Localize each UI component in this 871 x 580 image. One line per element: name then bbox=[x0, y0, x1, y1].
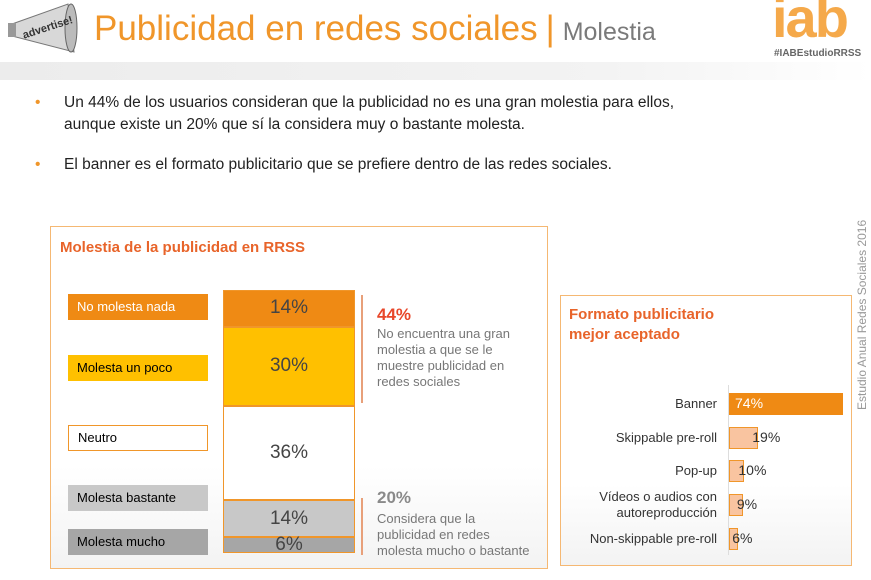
title-text: Publicidad en redes sociales bbox=[94, 9, 538, 48]
bullet-text: Un 44% de los usuarios consideran que la… bbox=[64, 94, 675, 111]
header-band bbox=[0, 62, 871, 80]
annotation-20-text: Considera que la publicidad en redes moles… bbox=[377, 511, 530, 558]
bar-segment: 14% bbox=[223, 500, 355, 538]
page-subtitle: Molestia bbox=[562, 18, 656, 46]
bar-segment: 14% bbox=[223, 290, 355, 327]
bar bbox=[729, 460, 745, 482]
bar-segment: 36% bbox=[223, 405, 355, 501]
bar-value-label: 6% bbox=[732, 530, 753, 546]
legend-label: No molesta nada bbox=[68, 294, 208, 320]
bar bbox=[729, 494, 743, 516]
segment-label: 14% bbox=[269, 297, 309, 319]
bar bbox=[729, 528, 739, 550]
bracket-44 bbox=[361, 295, 363, 403]
segment-label: 30% bbox=[269, 355, 309, 377]
bar-value-label: 19% bbox=[752, 429, 781, 445]
category-label: Skippable pre-roll bbox=[615, 430, 717, 445]
category-label: Banner bbox=[675, 396, 717, 411]
category-label: Vídeos o audios con autoreproducción bbox=[599, 489, 717, 520]
chart2-title: Formato publicitario mejor aceptado bbox=[569, 306, 715, 343]
bullet-dot: • bbox=[35, 156, 41, 173]
bar-value-label: 9% bbox=[736, 496, 758, 512]
bracket-20 bbox=[361, 498, 363, 555]
iab-logo: iab bbox=[772, 0, 849, 49]
megaphone-icon: advertise! bbox=[8, 3, 78, 53]
bar bbox=[729, 427, 759, 449]
legend-label: Molesta un poco bbox=[68, 355, 208, 381]
chart2-axis bbox=[728, 385, 729, 555]
legend-label: Molesta mucho bbox=[68, 529, 208, 555]
side-caption: Estudio Anual Redes Sociales 2016 bbox=[855, 219, 869, 410]
hashtag: #IABEstudioRRSS bbox=[774, 48, 862, 59]
segment-label: 6% bbox=[275, 534, 303, 556]
bullet-text: aunque existe un 20% que sí la considera… bbox=[64, 116, 525, 133]
bar bbox=[729, 393, 843, 415]
category-label: Non-skippable pre-roll bbox=[589, 531, 717, 546]
title-separator: | bbox=[545, 9, 555, 48]
format-chart-panel bbox=[560, 295, 852, 566]
annotation-44-text: No encuentra una gran molestia a que se l… bbox=[377, 326, 510, 389]
bar-segment: 6% bbox=[223, 534, 355, 556]
segment-label: 36% bbox=[269, 442, 309, 464]
legend-label: Molesta bastante bbox=[68, 485, 208, 511]
bullet-text: El banner es el formato publicitario que… bbox=[64, 156, 612, 173]
annotation-20-value: 20% bbox=[377, 488, 412, 507]
bar-segment: 30% bbox=[223, 326, 355, 406]
category-label: Pop-up bbox=[675, 463, 717, 478]
page-title: Publicidad en redes sociales | Molestia bbox=[94, 8, 656, 53]
annotation-44-value: 44% bbox=[377, 305, 412, 324]
chart1-title: Molestia de la publicidad en RRSS bbox=[60, 239, 306, 256]
bar-value-label: 10% bbox=[738, 462, 767, 478]
segment-label: 14% bbox=[269, 507, 309, 529]
legend-label: Neutro bbox=[68, 425, 208, 451]
bullet-dot: • bbox=[35, 94, 41, 111]
bar-value-label: 74% bbox=[735, 395, 764, 411]
